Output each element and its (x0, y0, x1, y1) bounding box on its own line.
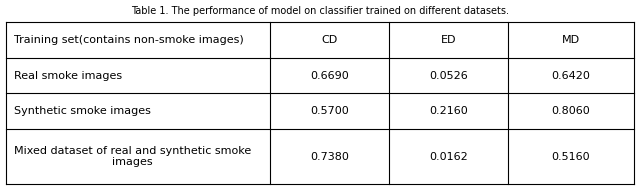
Text: Mixed dataset of real and synthetic smoke
images: Mixed dataset of real and synthetic smok… (14, 146, 252, 167)
Text: MD: MD (562, 35, 580, 45)
Text: 0.8060: 0.8060 (552, 106, 590, 116)
Text: Synthetic smoke images: Synthetic smoke images (14, 106, 151, 116)
Text: 0.6420: 0.6420 (552, 71, 590, 81)
Text: Real smoke images: Real smoke images (14, 71, 122, 81)
Text: 0.5700: 0.5700 (310, 106, 349, 116)
Text: ED: ED (441, 35, 456, 45)
Text: CD: CD (321, 35, 337, 45)
Text: 0.7380: 0.7380 (310, 152, 349, 162)
Text: 0.6690: 0.6690 (310, 71, 349, 81)
Text: Training set(contains non-smoke images): Training set(contains non-smoke images) (14, 35, 244, 45)
Text: 0.5160: 0.5160 (552, 152, 590, 162)
Text: 0.0162: 0.0162 (429, 152, 468, 162)
Text: Table 1. The performance of model on classifier trained on different datasets.: Table 1. The performance of model on cla… (131, 6, 509, 16)
Text: 0.0526: 0.0526 (429, 71, 468, 81)
Text: 0.2160: 0.2160 (429, 106, 468, 116)
